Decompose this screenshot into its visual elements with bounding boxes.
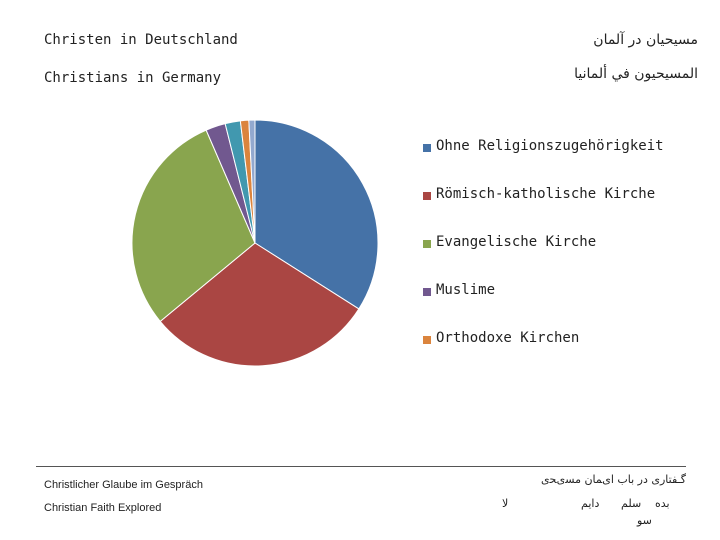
footer-german: Christlicher Glaube im Gespräch <box>44 479 203 491</box>
pie-slice-2 <box>131 129 256 323</box>
footer-fragment: ﺳﻮ <box>637 514 652 527</box>
footer-fragment: ﻻ <box>502 497 509 510</box>
legend-label-evangelisch: Evangelische Kirche <box>436 234 597 250</box>
legend-label-orthodox: Orthodoxe Kirchen <box>436 330 580 346</box>
title-arabic: المسيحيون في ألمانيا <box>574 66 698 82</box>
title-persian: مسیحیان در آلمان <box>593 32 698 48</box>
legend-label-muslime: Muslime <box>436 282 496 298</box>
legend-swatch-orthodox <box>423 336 431 344</box>
legend-swatch-ohne <box>423 144 431 152</box>
pie-slice-0 <box>254 119 379 310</box>
footer-fragment: ﺳﻠﻢ <box>621 497 642 510</box>
legend-swatch-evangelisch <box>423 240 431 248</box>
footer-fragment: ﺑﺪﻩ <box>655 497 670 510</box>
legend-swatch-katholisch <box>423 192 431 200</box>
title-english: Christians in Germany <box>44 70 222 86</box>
pie-slice-6 <box>248 119 256 244</box>
footer-fragment: ﺩﺍﻳﻢ <box>581 497 600 510</box>
pie-slice-1 <box>159 242 360 367</box>
legend-label-ohne: Ohne Religionszugehörigkeit <box>436 138 664 154</box>
footer-divider <box>36 466 686 467</box>
footer-english: Christian Faith Explored <box>44 502 162 514</box>
title-german: Christen in Deutschland <box>44 32 238 48</box>
legend-label-katholisch: Römisch-katholische Kirche <box>436 186 656 202</box>
legend-swatch-muslime <box>423 288 431 296</box>
footer-persian: گـﻔﺘﺎﺭی ﺩﺭ ﺑﺎﺏ ﺍیﻤﺎﻥ ﻣﺴیﺤی <box>540 473 686 486</box>
